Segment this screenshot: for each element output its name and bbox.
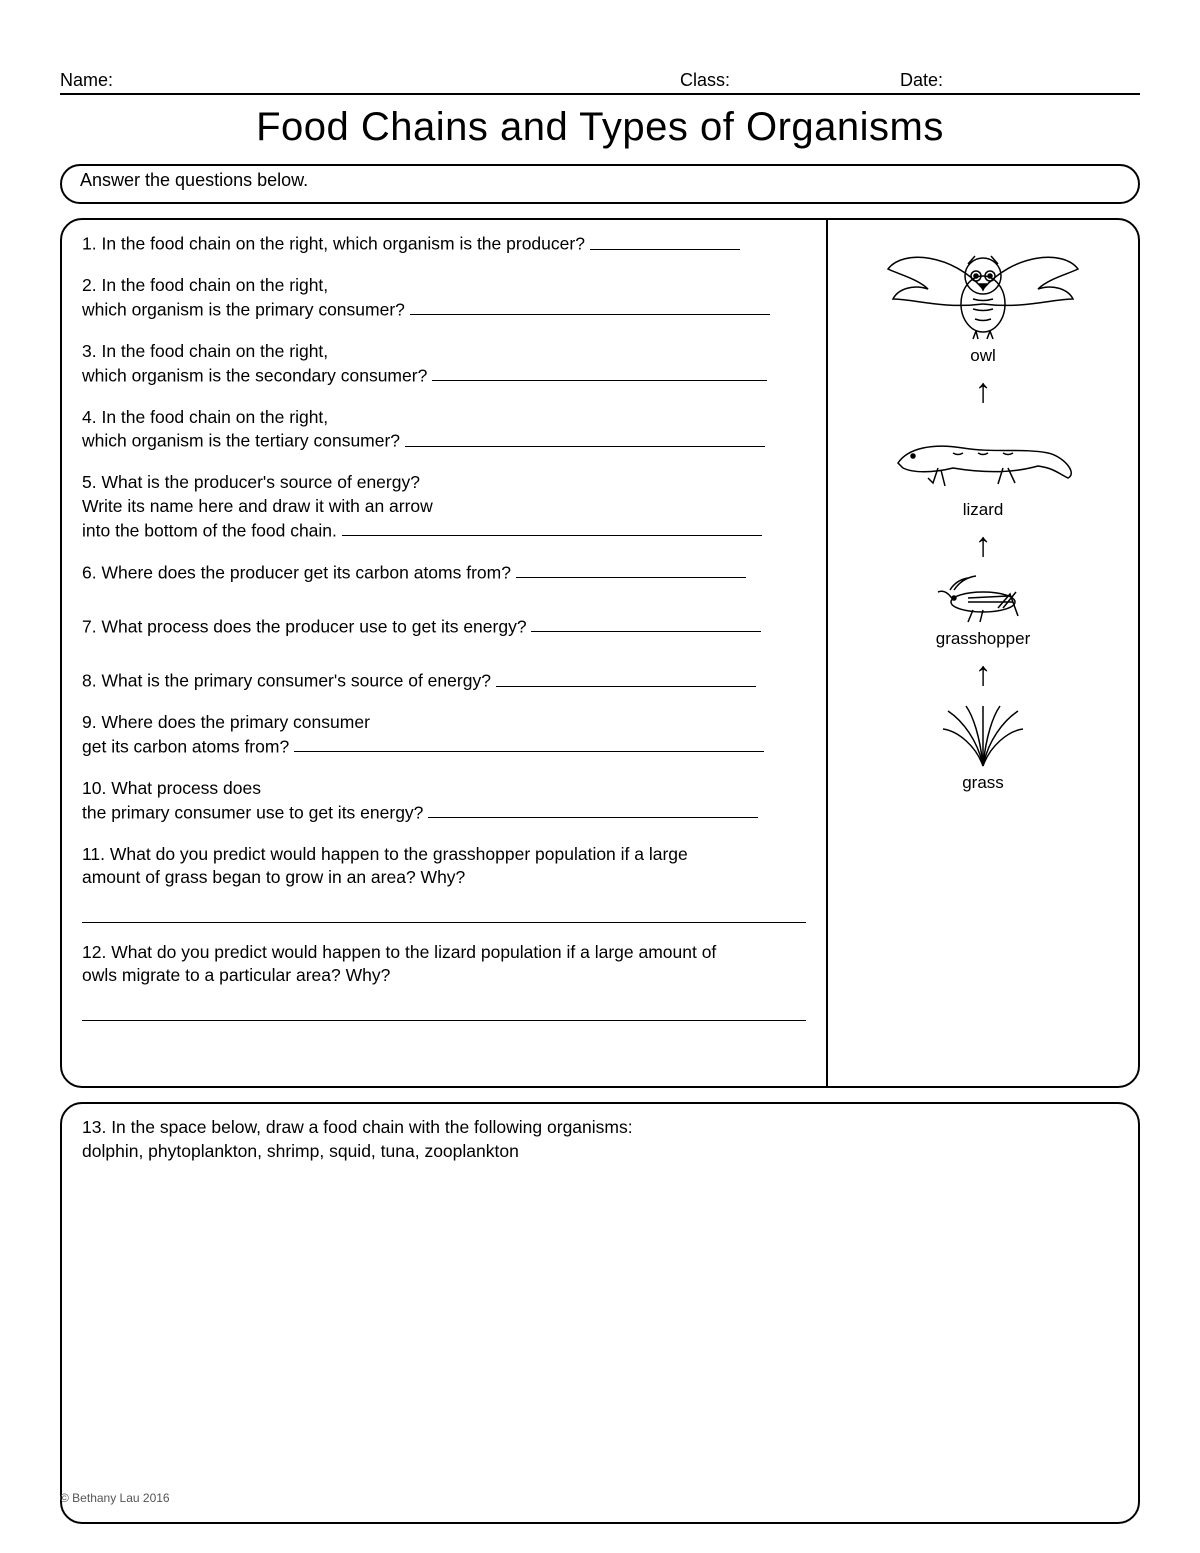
question-10: 10. What process does the primary consum… xyxy=(82,777,806,825)
grass-label: grass xyxy=(962,773,1004,793)
worksheet-title: Food Chains and Types of Organisms xyxy=(60,105,1140,150)
answer-blank[interactable] xyxy=(428,801,758,819)
question-4: 4. In the food chain on the right, which… xyxy=(82,406,806,454)
instructions-text: Answer the questions below. xyxy=(80,170,308,190)
lizard-label: lizard xyxy=(963,500,1004,520)
organism-owl: owl xyxy=(883,234,1083,366)
question-12: 12. What do you predict would happen to … xyxy=(82,941,806,1021)
class-field[interactable]: Class: xyxy=(680,70,900,91)
question-2: 2. In the food chain on the right, which… xyxy=(82,274,806,322)
answer-blank[interactable] xyxy=(294,735,764,753)
lizard-icon xyxy=(883,418,1083,498)
answer-line[interactable] xyxy=(82,900,806,923)
food-chain-diagram: owl ↑ lizard ↑ xyxy=(828,220,1138,1086)
owl-label: owl xyxy=(970,346,996,366)
answer-blank[interactable] xyxy=(496,669,756,687)
answer-blank[interactable] xyxy=(531,615,761,633)
organism-grasshopper: grasshopper xyxy=(928,572,1038,649)
main-panel: 1. In the food chain on the right, which… xyxy=(60,218,1140,1088)
organism-lizard: lizard xyxy=(883,418,1083,520)
arrow-icon: ↑ xyxy=(975,528,992,562)
question-13-line1: 13. In the space below, draw a food chai… xyxy=(82,1117,633,1137)
answer-blank[interactable] xyxy=(432,364,767,382)
answer-blank[interactable] xyxy=(410,298,770,316)
header-fields: Name: Class: Date: xyxy=(60,70,1140,95)
grasshopper-icon xyxy=(928,572,1038,627)
answer-blank[interactable] xyxy=(590,232,740,250)
copyright-text: © Bethany Lau 2016 xyxy=(60,1491,170,1505)
grasshopper-label: grasshopper xyxy=(936,629,1031,649)
answer-blank[interactable] xyxy=(516,561,746,579)
question-8: 8. What is the primary consumer's source… xyxy=(82,669,806,693)
answer-line[interactable] xyxy=(82,998,806,1021)
question-3: 3. In the food chain on the right, which… xyxy=(82,340,806,388)
grass-icon xyxy=(928,701,1038,771)
question-7: 7. What process does the producer use to… xyxy=(82,615,806,639)
questions-column: 1. In the food chain on the right, which… xyxy=(62,220,828,1086)
name-field[interactable]: Name: xyxy=(60,70,680,91)
question-5: 5. What is the producer's source of ener… xyxy=(82,471,806,542)
question-6: 6. Where does the producer get its carbo… xyxy=(82,561,806,585)
class-label: Class: xyxy=(680,70,730,91)
date-field[interactable]: Date: xyxy=(900,70,1140,91)
owl-icon xyxy=(883,234,1083,344)
question-1: 1. In the food chain on the right, which… xyxy=(82,232,806,256)
worksheet-page: Name: Class: Date: Food Chains and Types… xyxy=(0,0,1200,1553)
instructions-panel: Answer the questions below. xyxy=(60,164,1140,204)
question-13-line2: dolphin, phytoplankton, shrimp, squid, t… xyxy=(82,1141,519,1161)
answer-blank[interactable] xyxy=(342,519,762,537)
arrow-icon: ↑ xyxy=(975,374,992,408)
answer-blank[interactable] xyxy=(405,429,765,447)
question-11: 11. What do you predict would happen to … xyxy=(82,843,806,923)
draw-panel[interactable]: 13. In the space below, draw a food chai… xyxy=(60,1102,1140,1524)
arrow-icon: ↑ xyxy=(975,657,992,691)
name-label: Name: xyxy=(60,70,113,91)
organism-grass: grass xyxy=(928,701,1038,793)
date-label: Date: xyxy=(900,70,943,91)
question-9: 9. Where does the primary consumer get i… xyxy=(82,711,806,759)
